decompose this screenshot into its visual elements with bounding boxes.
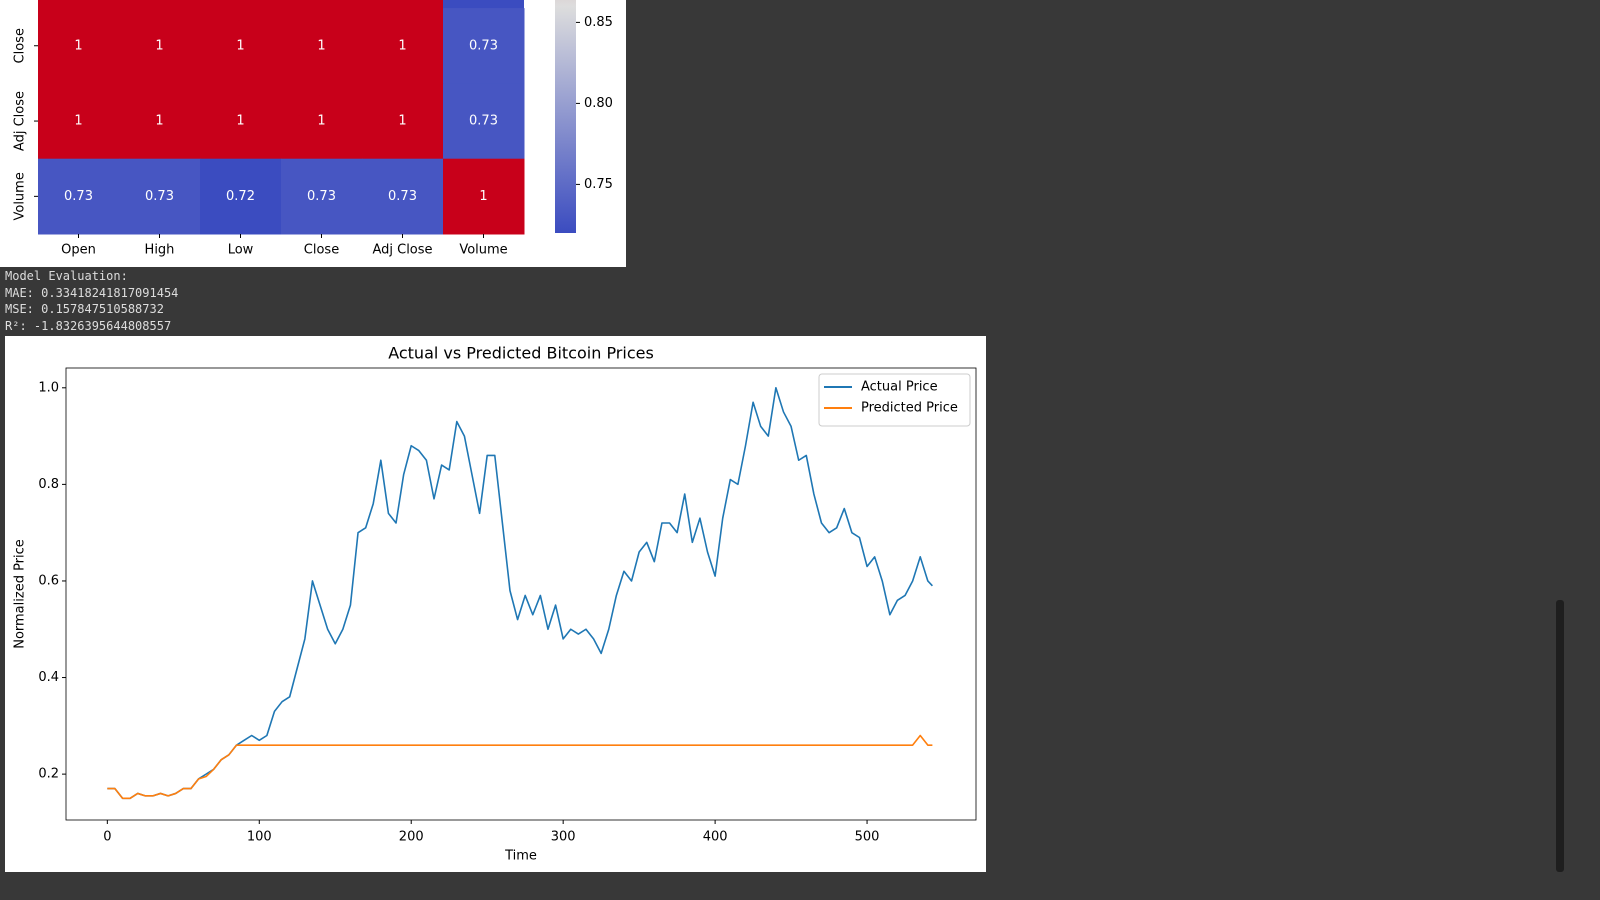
x-tick-label: 300: [551, 830, 576, 845]
cell-label: 0.73: [469, 114, 498, 129]
cell-label: 0.73: [388, 189, 417, 204]
heatmap-cell: [281, 158, 363, 235]
cell-label: 1: [236, 114, 244, 129]
column-label: Low: [228, 243, 254, 258]
y-tick-label: 1.0: [38, 380, 59, 395]
colorbar: [555, 0, 576, 233]
heatmap-cell: [119, 83, 201, 160]
cell-label: 1: [479, 189, 487, 204]
legend-label: Actual Price: [861, 380, 938, 395]
row-label: Adj Close: [13, 91, 28, 151]
cell-label: 1: [398, 114, 406, 129]
heatmap-cell: [443, 158, 525, 235]
output-line: Model Evaluation:: [5, 269, 128, 283]
output-line: MAE: 0.33418241817091454: [5, 285, 179, 300]
y-tick-label: 0.6: [38, 573, 59, 588]
plot-frame: [65, 367, 977, 821]
column-label: High: [145, 243, 175, 258]
cell-label: 1: [155, 38, 163, 53]
column-label: Adj Close: [372, 243, 432, 258]
cell-label: 0.73: [307, 189, 336, 204]
colorbar-tick-label: 0.75: [584, 177, 613, 192]
chart-title: Actual vs Predicted Bitcoin Prices: [388, 344, 654, 363]
legend-box: [818, 373, 971, 427]
heatmap-cell: [200, 83, 282, 160]
heatmap-cell: [119, 158, 201, 235]
y-tick-label: 0.8: [38, 477, 59, 492]
heatmap-cell: [119, 8, 201, 84]
cell-label: 0.73: [64, 189, 93, 204]
y-tick-label: 0.2: [38, 767, 59, 782]
heatmap-cell: [281, 8, 363, 84]
row-label: Volume: [13, 172, 28, 220]
colorbar-tick-label: 0.80: [584, 96, 613, 111]
heatmap-cell: [362, 83, 444, 160]
y-tick-label: 0.4: [38, 670, 59, 685]
heatmap-cell: [38, 158, 120, 235]
heatmap-cell: [362, 158, 444, 235]
series-line: [107, 387, 933, 800]
x-tick-label: 400: [703, 830, 728, 845]
text-output: Model Evaluation: MAE: 0.3341824181709145…: [5, 268, 178, 334]
heatmap-cell: [281, 83, 363, 160]
heatmap-cell: [443, 83, 525, 160]
cell-label: 0.73: [469, 38, 498, 53]
cropped-cell: [281, 0, 362, 10]
cell-label: 1: [317, 114, 325, 129]
cropped-cell: [362, 0, 443, 10]
output-line: R²: -1.8326395644808557: [5, 318, 172, 333]
column-label: Close: [304, 243, 339, 258]
cell-label: 1: [317, 38, 325, 53]
scrollbar[interactable]: [1556, 600, 1564, 872]
cell-label: 1: [398, 38, 406, 53]
output-line: MSE: 0.157847510588732: [5, 302, 164, 316]
cell-label: 1: [236, 38, 244, 53]
heatmap-cell: [200, 158, 282, 235]
cropped-cell: [119, 0, 200, 10]
cell-label: 0.73: [145, 189, 174, 204]
x-tick-label: 200: [399, 830, 424, 845]
heatmap-chart: 1 1 1 1 1 0.73 Close 1 1 1 1 1 0.73 Adj Close 0.73 0.73…: [0, 0, 626, 267]
heatmap-cell: [443, 8, 525, 84]
line-chart: Actual vs Predicted Bitcoin Prices Time No…: [5, 336, 986, 872]
cell-label: 1: [74, 38, 82, 53]
heatmap-cell: [38, 83, 120, 160]
heatmap-cell: [362, 8, 444, 84]
cell-label: 1: [74, 114, 82, 129]
heatmap-cell: [200, 8, 282, 84]
colorbar-tick-label: 0.85: [584, 15, 613, 30]
cropped-cell: [200, 0, 281, 10]
column-label: Open: [61, 243, 96, 258]
series-line: [107, 734, 933, 800]
x-tick-label: 500: [855, 830, 880, 845]
cropped-cell: [443, 0, 524, 10]
y-axis-label: Normalized Price: [13, 539, 28, 649]
heatmap-cell: [38, 8, 120, 84]
cropped-cell: [38, 0, 119, 10]
x-tick-label: 0: [103, 830, 111, 845]
x-axis-label: Time: [504, 849, 537, 864]
column-label: Volume: [459, 243, 507, 258]
x-tick-label: 100: [247, 830, 272, 845]
legend-label: Predicted Price: [861, 401, 958, 416]
cell-label: 1: [155, 114, 163, 129]
row-label: Close: [13, 28, 28, 63]
cell-label: 0.72: [226, 189, 255, 204]
